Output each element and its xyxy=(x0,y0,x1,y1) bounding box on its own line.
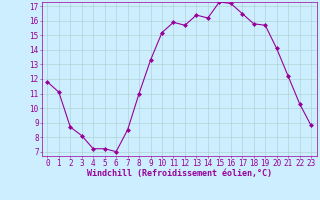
X-axis label: Windchill (Refroidissement éolien,°C): Windchill (Refroidissement éolien,°C) xyxy=(87,169,272,178)
